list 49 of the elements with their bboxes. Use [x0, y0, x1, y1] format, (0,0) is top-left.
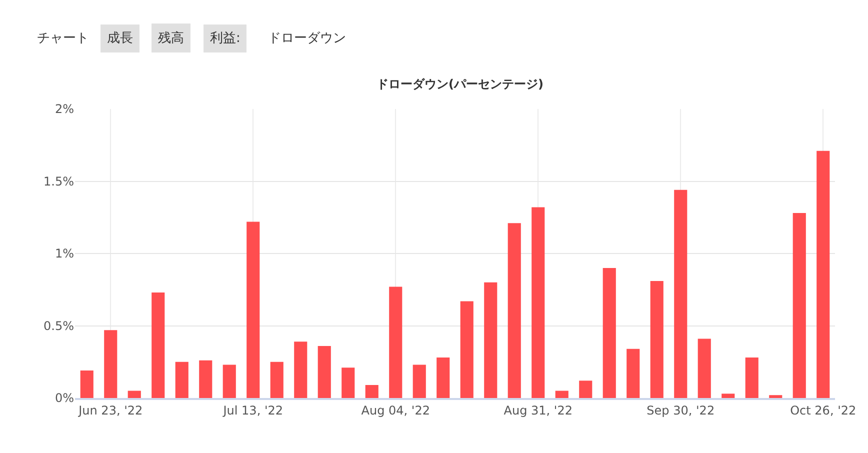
bar	[460, 301, 474, 398]
bar	[698, 338, 711, 398]
bar	[769, 395, 782, 398]
bar	[365, 385, 378, 398]
bar	[199, 360, 212, 398]
bar	[722, 394, 735, 398]
bar	[508, 223, 521, 398]
bar	[650, 280, 664, 398]
bar	[270, 362, 284, 398]
bar	[745, 358, 758, 398]
bar	[532, 207, 545, 398]
x-tick-label: Aug 04, '22	[361, 403, 430, 418]
bar	[175, 362, 188, 398]
bar	[674, 190, 688, 398]
x-tick-label: Jun 23, '22	[78, 403, 143, 418]
y-tick-label: 1%	[54, 246, 74, 261]
y-tick-label: 0%	[54, 391, 74, 406]
text: 残高	[158, 30, 184, 46]
text: 利益:	[210, 31, 240, 46]
bar	[294, 342, 308, 398]
bar	[484, 282, 498, 398]
x-tick-label: Aug 31, '22	[504, 403, 572, 418]
y-tick-label: 1.5%	[44, 174, 74, 188]
text: 成長	[107, 31, 133, 46]
bar	[246, 222, 260, 398]
chart-title: ドローダウン(パーセンテージ)	[376, 77, 544, 92]
bar	[389, 286, 402, 398]
x-tick-label: Oct 26, '22	[790, 403, 856, 418]
bar	[436, 358, 450, 398]
bar	[555, 390, 568, 398]
bar	[222, 364, 236, 398]
x-tick-label: Sep 30, '22	[646, 403, 715, 418]
bar	[579, 380, 592, 398]
bar	[128, 390, 141, 398]
text: チャート	[37, 31, 89, 46]
y-tick-label: 0.5%	[44, 318, 74, 333]
bar	[152, 292, 165, 398]
bar	[792, 213, 806, 398]
x-tick-label: Jul 13, '22	[222, 403, 284, 418]
bar	[80, 370, 94, 398]
bar	[626, 348, 640, 398]
bar	[816, 150, 830, 398]
y-tick-label: 2%	[54, 102, 74, 116]
bar	[318, 346, 331, 398]
bar	[342, 368, 355, 398]
text: ドローダウン	[268, 31, 346, 46]
bar	[602, 268, 616, 398]
bar	[104, 330, 118, 398]
bar	[412, 364, 426, 398]
